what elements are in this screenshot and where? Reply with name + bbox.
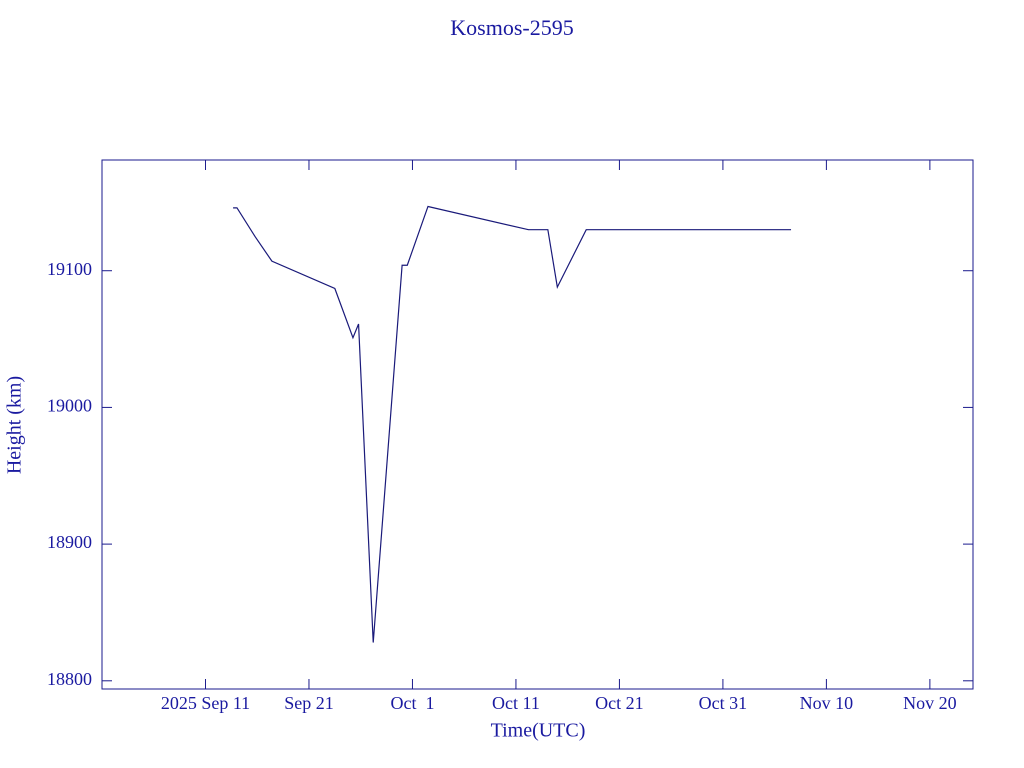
y-axis-label: Height (km) — [4, 376, 26, 474]
x-tick-label: Nov 20 — [903, 693, 957, 713]
x-tick-label: Oct 31 — [699, 693, 748, 713]
x-tick-label: Nov 10 — [800, 693, 854, 713]
y-tick-label: 18800 — [47, 669, 92, 689]
x-tick-label: Oct 1 — [390, 693, 434, 713]
y-tick-label: 19000 — [47, 396, 92, 416]
x-tick-label: Oct 21 — [595, 693, 644, 713]
x-tick-label: Oct 11 — [492, 693, 540, 713]
data-line — [233, 205, 792, 643]
y-tick-label: 19100 — [47, 259, 92, 279]
x-tick-label: 2025 Sep 11 — [161, 693, 250, 713]
x-tick-label: Sep 21 — [284, 693, 334, 713]
plot-frame — [101, 159, 974, 690]
x-axis-label: Time(UTC) — [491, 720, 586, 742]
y-tick-label: 18900 — [47, 532, 92, 552]
chart-title: Kosmos-2595 — [450, 15, 573, 40]
